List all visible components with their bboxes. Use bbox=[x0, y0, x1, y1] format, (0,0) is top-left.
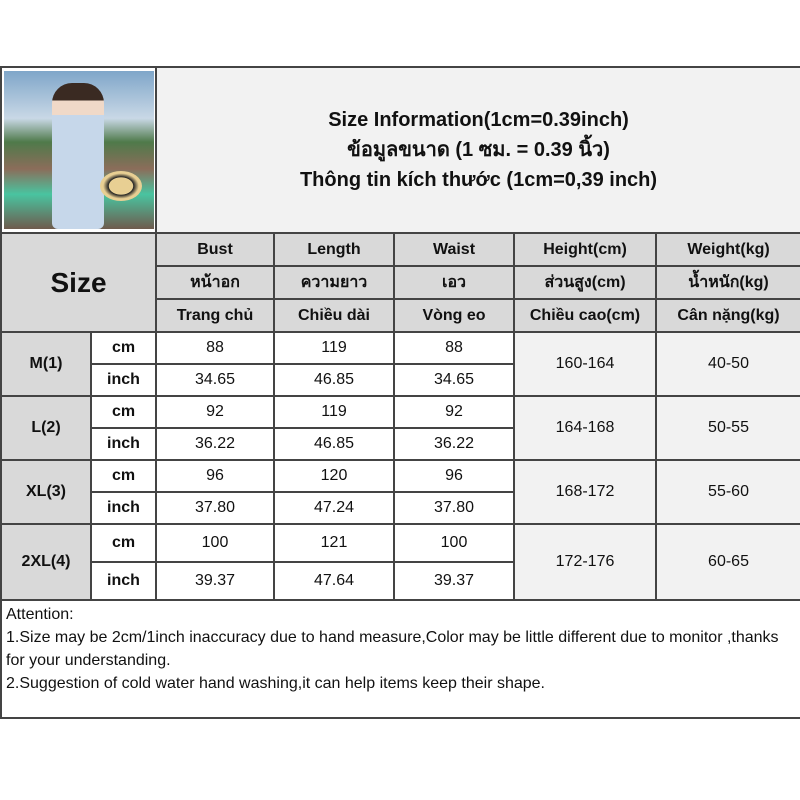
cell-waist: 100 bbox=[393, 523, 515, 563]
cell-bust: 88 bbox=[155, 331, 275, 365]
unit-label: inch bbox=[90, 491, 157, 525]
cell-bust: 92 bbox=[155, 395, 275, 429]
size-label: XL(3) bbox=[0, 459, 92, 525]
cell-waist: 36.22 bbox=[393, 427, 515, 461]
title-vi: Thông tin kích thước (1cm=0,39 inch) bbox=[299, 169, 658, 191]
cell-waist: 88 bbox=[393, 331, 515, 365]
cell-height: 164-168 bbox=[513, 395, 657, 461]
column-header-th: เอว bbox=[393, 265, 515, 300]
unit-label: cm bbox=[90, 523, 157, 563]
title-block: Size Information(1cm=0.39inch) ข้อมูลขนา… bbox=[154, 66, 800, 234]
table-row: inch 37.80 47.24 37.80 bbox=[1, 491, 800, 525]
cell-bust: 34.65 bbox=[155, 363, 275, 397]
cell-length: 120 bbox=[273, 459, 395, 493]
product-photo-cell bbox=[0, 66, 157, 234]
column-header-vi: Trang chủ bbox=[155, 298, 275, 333]
unit-label: inch bbox=[90, 363, 157, 397]
column-header-en: Length bbox=[273, 232, 395, 267]
cell-bust: 100 bbox=[155, 523, 275, 563]
cell-weight: 60-65 bbox=[654, 523, 800, 601]
cell-bust: 96 bbox=[155, 459, 275, 493]
attention-note-2: 2.Suggestion of cold water hand washing,… bbox=[6, 675, 545, 692]
attention-notes: Attention: 1.Size may be 2cm/1inch inacc… bbox=[0, 599, 800, 719]
column-header-vi: Cân nặng(kg) bbox=[654, 298, 800, 333]
cell-length: 46.85 bbox=[273, 427, 395, 461]
unit-label: cm bbox=[90, 395, 157, 429]
unit-label: inch bbox=[90, 427, 157, 461]
unit-label: cm bbox=[90, 459, 157, 493]
cell-waist: 92 bbox=[393, 395, 515, 429]
size-chart: Size Information(1cm=0.39inch) ข้อมูลขนา… bbox=[0, 66, 800, 719]
cell-waist: 34.65 bbox=[393, 363, 515, 397]
column-header-th: ส่วนสูง(cm) bbox=[513, 265, 657, 300]
unit-label: cm bbox=[90, 331, 157, 365]
column-header-vi: Vòng eo bbox=[393, 298, 515, 333]
cell-length: 47.24 bbox=[273, 491, 395, 525]
cell-height: 172-176 bbox=[513, 523, 657, 601]
table-row: 2XL(4) cm 100 121 100 172-176 60-65 bbox=[0, 523, 800, 601]
product-photo bbox=[4, 71, 154, 229]
cell-bust: 37.80 bbox=[155, 491, 275, 525]
cell-length: 46.85 bbox=[273, 363, 395, 397]
column-header-en: Bust bbox=[155, 232, 275, 267]
column-header-en: Height(cm) bbox=[513, 232, 657, 267]
column-header-th: หน้าอก bbox=[155, 265, 275, 300]
column-header-th: ความยาว bbox=[273, 265, 395, 300]
table-row: M(1) cm 88 119 88 160-164 40-50 bbox=[0, 331, 800, 397]
cell-height: 160-164 bbox=[513, 331, 657, 397]
cell-weight: 50-55 bbox=[654, 395, 800, 461]
table-row: XL(3) cm 96 120 96 168-172 55-60 bbox=[0, 459, 800, 525]
title-th: ข้อมูลขนาด (1 ซม. = 0.39 นิ้ว) bbox=[347, 139, 610, 161]
cell-bust: 36.22 bbox=[155, 427, 275, 461]
cell-weight: 55-60 bbox=[654, 459, 800, 525]
cell-waist: 37.80 bbox=[393, 491, 515, 525]
cell-length: 119 bbox=[273, 331, 395, 365]
cell-height: 168-172 bbox=[513, 459, 657, 525]
attention-note-1: 1.Size may be 2cm/1inch inaccuracy due t… bbox=[6, 629, 779, 669]
cell-length: 119 bbox=[273, 395, 395, 429]
size-label: 2XL(4) bbox=[0, 523, 92, 601]
column-header-en: Weight(kg) bbox=[654, 232, 800, 267]
table-row: inch 36.22 46.85 36.22 bbox=[1, 427, 800, 461]
column-header-en: Waist bbox=[393, 232, 515, 267]
cell-waist: 96 bbox=[393, 459, 515, 493]
unit-label: inch bbox=[90, 561, 157, 601]
size-label: M(1) bbox=[0, 331, 92, 397]
cell-length: 121 bbox=[273, 523, 395, 563]
column-header-vi: Chiều dài bbox=[273, 298, 395, 333]
size-table: Size Information(1cm=0.39inch) ข้อมูลขนา… bbox=[0, 66, 800, 719]
cell-weight: 40-50 bbox=[654, 331, 800, 397]
cell-length: 47.64 bbox=[273, 561, 395, 601]
cell-bust: 39.37 bbox=[155, 561, 275, 601]
size-header: Size bbox=[0, 232, 157, 333]
table-row: inch 34.65 46.85 34.65 bbox=[1, 363, 800, 397]
attention-heading: Attention: bbox=[6, 606, 74, 623]
column-header-vi: Chiều cao(cm) bbox=[513, 298, 657, 333]
title-en: Size Information(1cm=0.39inch) bbox=[328, 109, 629, 131]
size-label: L(2) bbox=[0, 395, 92, 461]
table-row: inch 39.37 47.64 39.37 bbox=[1, 561, 800, 601]
column-header-th: น้ำหนัก(kg) bbox=[654, 265, 800, 300]
cell-waist: 39.37 bbox=[393, 561, 515, 601]
table-row: L(2) cm 92 119 92 164-168 50-55 bbox=[0, 395, 800, 461]
